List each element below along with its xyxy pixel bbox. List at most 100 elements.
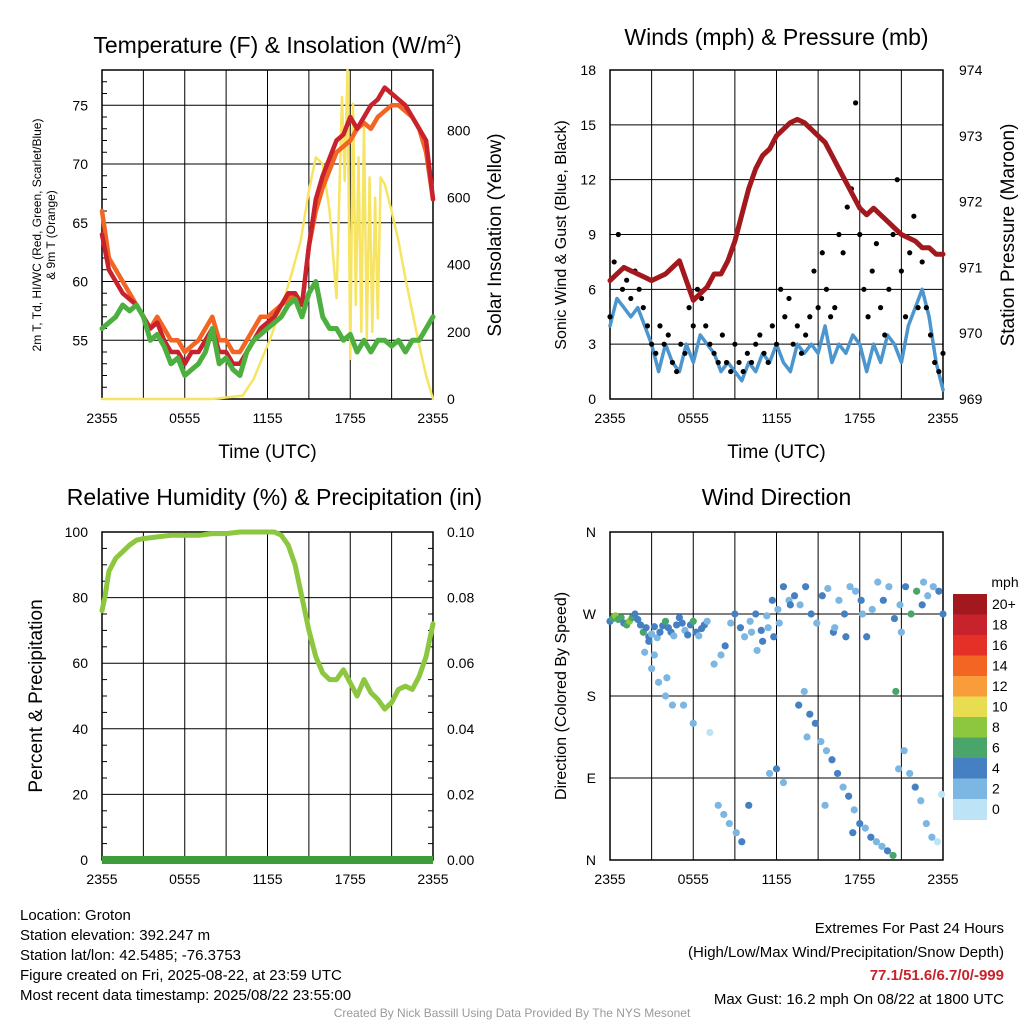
direction-point	[796, 601, 804, 609]
station-latlon: Station lat/lon: 42.5485; -76.3753	[20, 947, 242, 964]
wind-direction-chart: N E S W N 2355 0555 1155 1755 2355 Wind Direction D…	[553, 484, 1019, 887]
y-tick-label: 100	[65, 524, 89, 540]
station-elevation: Station elevation: 392.247 m	[20, 927, 211, 944]
direction-point	[807, 610, 815, 618]
gust-point	[769, 323, 775, 329]
gust-point	[690, 323, 696, 329]
direction-point	[679, 701, 688, 709]
y-tick-label: 75	[72, 97, 88, 113]
gust-point	[628, 295, 634, 302]
direction-point	[878, 842, 886, 850]
extremes-title: Extremes For Past 24 Hours	[814, 920, 1004, 937]
direction-point	[641, 648, 649, 656]
gust-point	[911, 213, 917, 219]
direction-point	[929, 583, 937, 591]
gust-point	[748, 359, 755, 366]
direction-point	[772, 765, 781, 773]
direction-point	[885, 583, 893, 591]
y2-tick-label: 0.04	[447, 721, 474, 737]
y2-tick-label: 0.00	[447, 852, 474, 868]
y2-axis-label: Solar Insolation (Yellow)	[485, 133, 506, 336]
legend-label: 12	[992, 678, 1008, 694]
y2-tick-label: 0.08	[447, 590, 474, 606]
chart-title-superscript: 2	[446, 31, 454, 47]
max-gust: Max Gust: 16.2 mph On 08/22 at 1800 UTC	[713, 990, 1004, 1008]
x-tick-label: 1755	[844, 410, 875, 426]
direction-point	[747, 628, 756, 636]
direction-point	[818, 592, 826, 600]
direction-point	[813, 619, 821, 627]
y2-tick-label: 600	[447, 190, 471, 206]
legend-swatch	[953, 676, 987, 697]
direction-point	[775, 619, 783, 627]
direction-point	[774, 605, 782, 614]
gust-point	[703, 323, 709, 329]
temp-2m-line	[99, 85, 436, 367]
credit-line: Created By Nick Bassill Using Data Provi…	[333, 1006, 691, 1020]
humidity-line	[99, 529, 436, 712]
direction-point	[858, 610, 867, 618]
gust-point	[615, 231, 621, 238]
legend-swatch	[953, 696, 987, 718]
direction-point	[874, 578, 882, 586]
gust-point	[761, 350, 767, 356]
gust-point	[823, 286, 830, 292]
gust-point	[923, 305, 929, 311]
gust-point	[757, 332, 763, 338]
x-tick-label: 2355	[594, 410, 625, 426]
direction-point	[634, 615, 642, 624]
gust-point	[744, 350, 750, 356]
direction-point	[656, 628, 664, 636]
direction-point	[768, 596, 776, 604]
y-tick-label: 12	[580, 172, 596, 188]
gust-point	[811, 268, 817, 274]
y2-tick-label: 400	[447, 257, 471, 273]
y-tick-label: W	[583, 606, 597, 622]
direction-point	[800, 687, 808, 696]
direction-point	[746, 617, 754, 625]
direction-point	[938, 790, 946, 799]
y-tick-label: 0	[588, 391, 596, 407]
direction-point	[868, 605, 876, 614]
y-tick-label: 9	[588, 227, 596, 243]
direction-point	[919, 578, 928, 586]
temp-9m-line	[99, 103, 436, 355]
y2-tick-label: 200	[447, 324, 471, 340]
x-tick-label: 1155	[761, 410, 791, 426]
gust-point	[661, 341, 667, 347]
gust-point	[798, 350, 805, 356]
gust-point	[861, 286, 867, 292]
legend-swatch	[953, 758, 987, 779]
gust-point	[803, 332, 809, 338]
direction-point	[703, 617, 711, 625]
y-tick-label: E	[587, 770, 596, 786]
y-tick-label: 55	[72, 332, 88, 348]
gust-point	[682, 350, 688, 356]
direction-point	[779, 583, 788, 591]
gust-point	[815, 305, 821, 311]
y-tick-label: 0	[80, 852, 88, 868]
gust-point	[840, 250, 846, 256]
x-tick-label: 1755	[335, 410, 366, 426]
direction-point	[850, 806, 858, 814]
y-tick-label: 80	[72, 590, 88, 606]
gust-point	[786, 295, 792, 302]
direction-point	[846, 583, 854, 591]
direction-point	[833, 769, 842, 778]
y2-tick-label: 974	[959, 62, 983, 78]
y-tick-label: N	[586, 524, 596, 540]
y2-tick-label: 0.06	[447, 655, 474, 671]
direction-point	[889, 851, 897, 860]
direction-point	[906, 769, 914, 778]
direction-point	[835, 596, 843, 604]
y2-tick-label: 800	[447, 122, 471, 138]
direction-point	[845, 792, 853, 800]
chart-title-part: Temperature (F) & Insolation (W/m	[93, 32, 446, 58]
station-info: Location: Groton Station elevation: 392.…	[20, 906, 351, 1006]
direction-point	[849, 829, 857, 837]
gust-point	[728, 368, 734, 375]
direction-point	[752, 610, 760, 618]
direction-point	[706, 728, 714, 737]
legend-swatch	[953, 655, 987, 677]
gust-point	[828, 314, 834, 320]
